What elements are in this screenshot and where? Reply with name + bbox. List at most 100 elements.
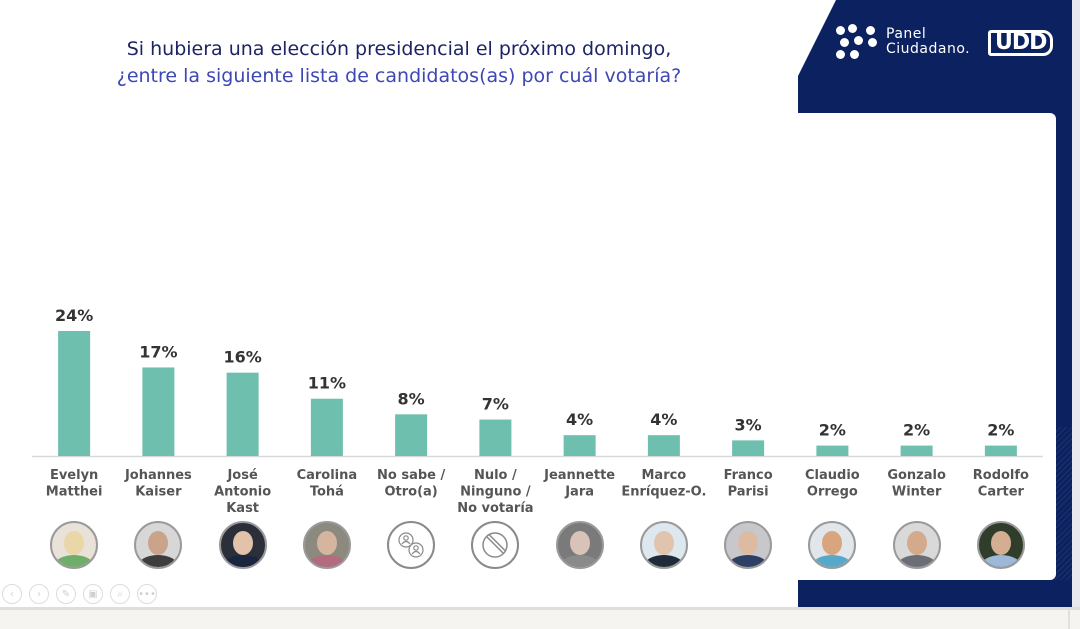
slide: Panel Ciudadano. UDD Si hubiera una elec… (0, 0, 1080, 607)
bar (310, 398, 343, 456)
slides-icon: ▣ (88, 588, 98, 600)
bar (732, 440, 765, 456)
photo-johannes-kaiser (134, 521, 183, 569)
bar (563, 435, 596, 456)
category-label-line: Evelyn (50, 468, 98, 483)
category-label-line: No votaría (457, 501, 533, 516)
avatar-body (54, 555, 95, 567)
data-label: 2% (819, 421, 846, 440)
pen-button[interactable]: ✎ (56, 584, 76, 604)
category-label: Claudio Orrego (805, 468, 860, 500)
data-label: 4% (566, 410, 593, 429)
category-label-line: Rodolfo (973, 468, 1029, 483)
next-slide-button[interactable]: › (29, 584, 49, 604)
avatar-body (643, 555, 684, 567)
bar (900, 445, 933, 456)
data-label: 24% (55, 306, 93, 325)
bar (226, 372, 259, 456)
avatar-head (64, 531, 85, 555)
data-label: 7% (482, 395, 509, 414)
photo-marco-enriquez-ominami (639, 521, 688, 569)
data-label: 3% (735, 415, 762, 434)
category-label: Franco Parisi (724, 468, 773, 500)
bar (647, 435, 680, 456)
chart-card (0, 113, 1056, 580)
people-target-glyph (398, 532, 424, 558)
category-label: Jeannette Jara (543, 468, 615, 500)
photo-claudio-orrego (808, 521, 857, 569)
bar (479, 419, 512, 456)
category-label-line: Johannes (124, 468, 192, 483)
avatar-head (569, 531, 590, 555)
category-label: Rodolfo Carter (973, 468, 1029, 500)
bar-chart: 24% Evelyn Matthei 17% Johannes Kaiser 16% José… (32, 306, 1043, 516)
category-label-line: Otro(a) (384, 485, 437, 500)
presentation-toolbar: ‹ › ✎ ▣ ⌕ ••• (2, 584, 157, 604)
avatar-body (980, 555, 1021, 567)
category-label-line: Carolina (297, 468, 358, 483)
category-label-line: Claudio (805, 468, 860, 483)
bar (816, 445, 849, 456)
people-target-icon (387, 521, 436, 569)
category-label-line: Parisi (728, 485, 769, 500)
slides-button[interactable]: ▣ (83, 584, 103, 604)
category-label: Carolina Tohá (297, 468, 358, 500)
category-label-line: Jara (564, 485, 594, 500)
category-label: Gonzalo Winter (887, 468, 946, 500)
avatar-body (812, 555, 853, 567)
bar (142, 367, 175, 456)
category-label-line: Franco (724, 468, 773, 483)
data-label: 2% (903, 421, 930, 440)
category-label-line: Enríquez-O. (621, 485, 706, 500)
footer-bar (0, 607, 1080, 629)
category-label-line: Orrego (807, 485, 858, 500)
category-label: Johannes Kaiser (124, 468, 192, 500)
more-options-icon: ••• (138, 588, 156, 600)
logo-line1: Panel (886, 26, 927, 42)
title-line1: Si hubiera una elección presidencial el … (126, 38, 672, 60)
udd-logo: UDD (988, 30, 1054, 56)
logo-line2: Ciudadano. (886, 41, 971, 57)
dots-logo-icon (836, 24, 880, 60)
category-label: Nulo / Ninguno / No votaría (457, 468, 533, 516)
photo-franco-parisi (724, 521, 773, 569)
avatar-body (306, 555, 347, 567)
photo-jeannette-jara (555, 521, 604, 569)
prohibited-glyph (482, 532, 509, 558)
title-line2: ¿entre la siguiente lista de candidatos(… (116, 65, 682, 87)
category-label-line: Matthei (46, 485, 103, 500)
bar (984, 445, 1017, 456)
avatar-body (728, 555, 769, 567)
photo-gonzalo-winter (892, 521, 941, 569)
logo-text: Panel Ciudadano. (886, 27, 970, 57)
avatar-body (896, 555, 937, 567)
category-label-line: Kaiser (135, 485, 182, 500)
category-label: Marco Enríquez-O. (621, 468, 706, 500)
data-label: 11% (308, 374, 346, 393)
avatar-head (653, 531, 674, 555)
panel-ciudadano-logo: Panel Ciudadano. (836, 24, 970, 60)
more-options-button[interactable]: ••• (137, 584, 157, 604)
zoom-button[interactable]: ⌕ (110, 584, 130, 604)
category-label-line: Nulo / (474, 468, 517, 483)
chart-title: Si hubiera una elección presidencial el … (0, 36, 798, 90)
data-label: 4% (650, 410, 677, 429)
previous-slide-icon: ‹ (10, 588, 14, 600)
bar (395, 414, 428, 456)
category-label-line: Marco (641, 468, 686, 483)
category-label-line: Kast (226, 501, 259, 516)
category-label-line: Carter (978, 485, 1025, 500)
avatar-head (738, 531, 759, 555)
avatar-head (906, 531, 927, 555)
photo-rodolfo-carter (976, 521, 1025, 569)
next-slide-icon: › (37, 588, 41, 600)
data-label: 8% (398, 389, 425, 408)
category-label: José Antonio Kast (214, 468, 271, 516)
zoom-icon: ⌕ (117, 588, 123, 600)
data-label: 16% (223, 348, 261, 367)
category-label-line: Winter (892, 485, 942, 500)
category-label-line: Ninguno / (460, 485, 531, 500)
photo-carolina-toha (302, 521, 351, 569)
previous-slide-button[interactable]: ‹ (2, 584, 22, 604)
prohibited-icon (471, 521, 520, 569)
